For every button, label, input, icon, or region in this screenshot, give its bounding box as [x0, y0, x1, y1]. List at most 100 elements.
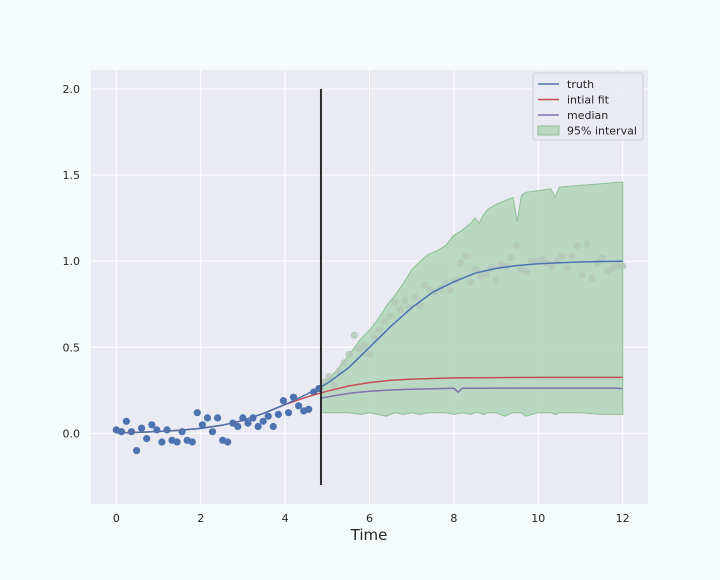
observed-point [284, 409, 293, 417]
observed-point [619, 262, 627, 270]
y-tick-label: 2.0 [63, 83, 81, 96]
observed-point [593, 259, 602, 267]
legend-label: truth [567, 78, 594, 91]
observed-point [563, 264, 571, 272]
observed-point [578, 271, 586, 279]
observed-point [158, 438, 166, 446]
observed-point [416, 302, 424, 310]
observed-point [295, 402, 303, 410]
observed-point [376, 326, 384, 334]
observed-point [371, 335, 379, 343]
observed-point [558, 252, 566, 260]
tick-labels: 0 2 4 6 8 10 12 0.0 0.5 1.0 1.5 2.0 [63, 83, 630, 525]
observed-point [234, 422, 242, 431]
observed-point [345, 350, 353, 358]
y-tick-label: 1.5 [63, 169, 81, 182]
observed-point [548, 262, 556, 270]
observed-point [127, 428, 136, 436]
observed-point [173, 438, 181, 446]
observed-point [598, 254, 607, 262]
observed-point [269, 422, 277, 431]
observed-point [421, 281, 429, 289]
observed-point [472, 266, 480, 274]
observed-point [365, 350, 374, 358]
observed-point [188, 438, 196, 446]
observed-point [325, 373, 333, 381]
observed-point [279, 397, 287, 405]
x-tick-label: 4 [282, 512, 289, 525]
legend-label: intial fit [567, 94, 610, 107]
observed-point [522, 267, 531, 276]
observed-point [350, 331, 358, 339]
series-line-median [320, 387, 623, 399]
observed-point [406, 304, 414, 312]
observed-point [143, 435, 151, 443]
observed-point [553, 257, 561, 265]
legend-label: 95% interval [567, 125, 637, 138]
observed-point [568, 252, 576, 260]
interval-band [320, 181, 624, 417]
observed-point [305, 405, 313, 413]
observed-point [224, 438, 232, 446]
observed-point [198, 421, 206, 429]
y-tick-label: 1.0 [63, 255, 81, 268]
x-tick-label: 2 [197, 512, 204, 525]
observed-point [462, 252, 470, 260]
observed-point [507, 254, 515, 262]
legend-swatch-interval [537, 125, 560, 136]
observed-point [457, 259, 465, 267]
observed-point [203, 414, 212, 422]
observed-point [360, 342, 368, 350]
x-tick-label: 0 [113, 512, 120, 525]
series-line-truth [116, 260, 623, 434]
x-tick-label: 12 [616, 512, 630, 525]
x-axis-label: Time [350, 526, 388, 544]
y-tick-label: 0.0 [63, 427, 81, 440]
legend-box [532, 72, 644, 141]
observed-point [193, 409, 201, 417]
observed-point [386, 312, 394, 320]
observed-point [583, 240, 591, 248]
observed-point [467, 278, 475, 286]
observed-point [254, 422, 262, 431]
observed-point [122, 417, 130, 425]
observed-point [148, 421, 156, 429]
observed-point [588, 274, 596, 282]
observed-point [381, 317, 389, 325]
y-tick-label: 0.5 [63, 341, 81, 354]
observed-point [117, 428, 125, 436]
observed-point [396, 305, 404, 313]
observed-point [274, 410, 282, 418]
observed-point [482, 271, 490, 279]
observed-point [133, 447, 141, 455]
observed-point [614, 262, 622, 270]
observed-point [208, 428, 217, 436]
observed-point [573, 242, 581, 250]
observed-point [603, 267, 612, 276]
observed-point [401, 297, 409, 305]
observed-point [244, 419, 252, 427]
x-tick-label: 8 [450, 512, 457, 525]
x-tick-label: 6 [366, 512, 373, 525]
observed-point [214, 414, 222, 422]
series-lines [116, 260, 623, 434]
observed-point [512, 242, 520, 250]
observed-point [340, 359, 348, 367]
observed-point [411, 293, 419, 301]
observed-point [492, 276, 500, 284]
observed-point [391, 298, 399, 307]
observed-point [527, 257, 536, 265]
observed-point [264, 412, 272, 420]
interval-area [320, 181, 624, 417]
observed-point [259, 417, 267, 425]
observed-point [446, 286, 455, 294]
legend: truth intial fit median 95% interval [532, 72, 644, 141]
observed-point [138, 424, 146, 432]
observed-point [330, 381, 338, 389]
legend-label: median [567, 109, 608, 122]
x-tick-label: 10 [531, 512, 545, 525]
observed-point [163, 426, 171, 434]
observed-point [538, 255, 546, 263]
